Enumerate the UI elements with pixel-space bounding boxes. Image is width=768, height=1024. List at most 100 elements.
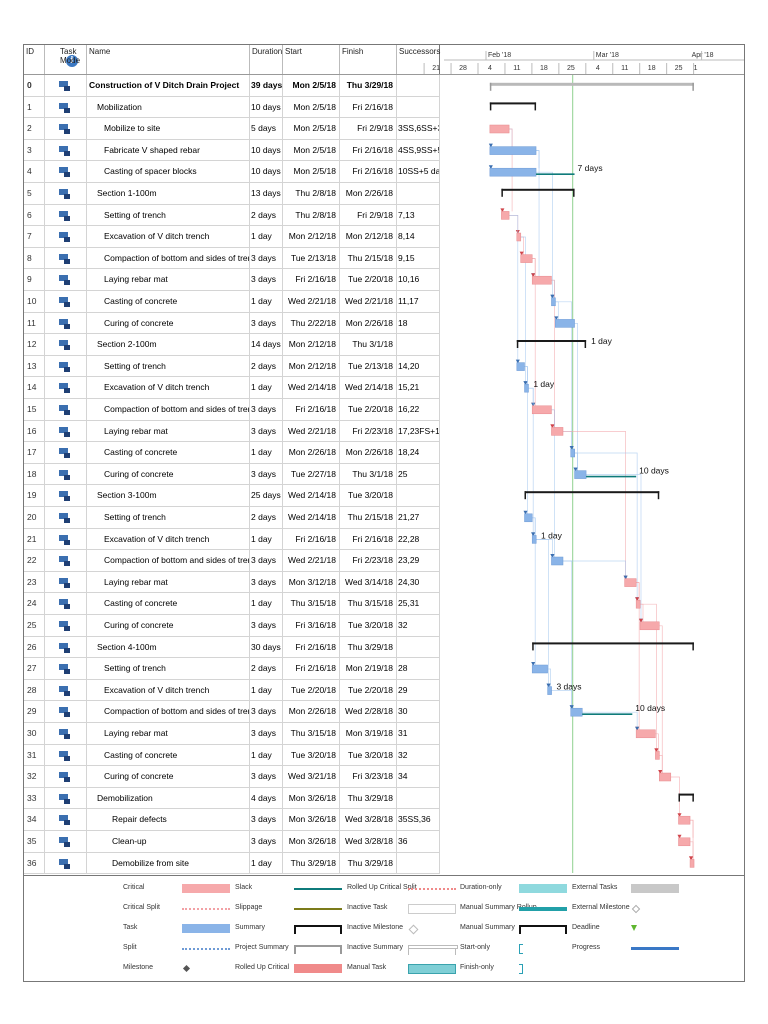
task-finish[interactable]: Fri 2/23/18: [340, 420, 397, 442]
task-row[interactable]: 20 Setting of trench 2 days Wed 2/14/18 Thu …: [24, 507, 440, 529]
task-duration[interactable]: 2 days: [250, 355, 283, 377]
task-finish[interactable]: Tue 3/20/18: [340, 744, 397, 766]
task-duration[interactable]: 3 days: [250, 399, 283, 420]
task-successors[interactable]: 14,20: [397, 355, 440, 377]
task-row[interactable]: 33 Demobilization 4 days Mon 3/26/18 Thu 3/2…: [24, 787, 440, 810]
task-duration[interactable]: 39 days: [250, 75, 283, 96]
task-name[interactable]: Setting of trench: [87, 658, 250, 679]
task-successors[interactable]: 25,31: [397, 593, 440, 614]
task-start[interactable]: Tue 2/27/18: [283, 463, 340, 485]
task-finish[interactable]: Thu 3/1/18: [340, 463, 397, 485]
task-finish[interactable]: Thu 3/29/18: [340, 787, 397, 809]
column-header-name[interactable]: Name: [87, 45, 250, 74]
task-duration[interactable]: 3 days: [250, 831, 283, 852]
task-successors[interactable]: 24,30: [397, 571, 440, 593]
task-duration[interactable]: 1 day: [250, 291, 283, 312]
task-start[interactable]: Thu 3/15/18: [283, 723, 340, 744]
task-name[interactable]: Excavation of V ditch trench: [87, 377, 250, 398]
task-successors[interactable]: 4SS,9SS+5 day: [397, 139, 440, 161]
task-start[interactable]: Fri 2/16/18: [283, 658, 340, 679]
task-name[interactable]: Compaction of bottom and sides of trench: [87, 399, 250, 420]
task-duration[interactable]: 3 days: [250, 571, 283, 593]
task-row[interactable]: 26 Section 4-100m 30 days Fri 2/16/18 Thu 3/…: [24, 636, 440, 659]
task-start[interactable]: Wed 2/14/18: [283, 507, 340, 528]
task-finish[interactable]: Fri 2/16/18: [340, 528, 397, 550]
task-name[interactable]: Setting of trench: [87, 355, 250, 377]
task-successors[interactable]: 25: [397, 463, 440, 485]
task-successors[interactable]: 3SS,6SS+3 day: [397, 118, 440, 139]
task-name[interactable]: Excavation of V ditch trench: [87, 679, 250, 701]
task-successors[interactable]: 21,27: [397, 507, 440, 528]
task-duration[interactable]: 1 day: [250, 528, 283, 550]
task-start[interactable]: Wed 2/21/18: [283, 550, 340, 571]
task-finish[interactable]: Mon 2/19/18: [340, 658, 397, 679]
task-finish[interactable]: Tue 2/13/18: [340, 355, 397, 377]
task-duration[interactable]: 3 days: [250, 766, 283, 787]
task-start[interactable]: Mon 2/26/18: [283, 442, 340, 463]
task-start[interactable]: Thu 3/29/18: [283, 852, 340, 874]
task-name[interactable]: Casting of spacer blocks: [87, 161, 250, 182]
task-finish[interactable]: Tue 2/20/18: [340, 269, 397, 290]
task-duration[interactable]: 10 days: [250, 139, 283, 161]
task-row[interactable]: 12 Section 2-100m 14 days Mon 2/12/18 Thu 3/…: [24, 334, 440, 356]
task-finish[interactable]: Thu 2/15/18: [340, 507, 397, 528]
task-finish[interactable]: Mon 2/26/18: [340, 312, 397, 334]
task-successors[interactable]: [397, 96, 440, 118]
task-duration[interactable]: 1 day: [250, 744, 283, 766]
task-start[interactable]: Fri 2/16/18: [283, 269, 340, 290]
task-name[interactable]: Excavation of V ditch trench: [87, 528, 250, 550]
task-row[interactable]: 29 Compaction of bottom and sides of tren…: [24, 701, 440, 723]
task-row[interactable]: 14 Excavation of V ditch trench 1 day Wed 2…: [24, 377, 440, 399]
task-start[interactable]: Mon 2/5/18: [283, 118, 340, 139]
task-successors[interactable]: 32: [397, 744, 440, 766]
task-start[interactable]: Thu 2/22/18: [283, 312, 340, 334]
task-duration[interactable]: 3 days: [250, 701, 283, 722]
task-name[interactable]: Section 1-100m: [87, 183, 250, 204]
task-finish[interactable]: Fri 2/23/18: [340, 550, 397, 571]
task-successors[interactable]: [397, 485, 440, 506]
task-successors[interactable]: [397, 852, 440, 874]
task-duration[interactable]: 3 days: [250, 723, 283, 744]
task-duration[interactable]: 13 days: [250, 183, 283, 204]
task-name[interactable]: Excavation of V ditch trench: [87, 226, 250, 247]
task-successors[interactable]: 15,21: [397, 377, 440, 398]
task-start[interactable]: Mon 2/5/18: [283, 75, 340, 96]
task-name[interactable]: Mobilization: [87, 96, 250, 118]
task-successors[interactable]: 18: [397, 312, 440, 334]
task-row[interactable]: 30 Laying rebar mat 3 days Thu 3/15/18 Mon 3…: [24, 723, 440, 745]
task-start[interactable]: Wed 2/14/18: [283, 485, 340, 506]
task-duration[interactable]: 14 days: [250, 334, 283, 355]
task-name[interactable]: Section 2-100m: [87, 334, 250, 355]
task-start[interactable]: Wed 2/21/18: [283, 420, 340, 442]
task-row[interactable]: 5 Section 1-100m 13 days Thu 2/8/18 Mon 2/26…: [24, 183, 440, 205]
task-finish[interactable]: Wed 2/28/18: [340, 701, 397, 722]
task-start[interactable]: Mon 3/12/18: [283, 571, 340, 593]
task-name[interactable]: Curing of concrete: [87, 463, 250, 485]
task-duration[interactable]: 1 day: [250, 226, 283, 247]
task-row[interactable]: 16 Laying rebar mat 3 days Wed 2/21/18 Fri 2…: [24, 420, 440, 443]
task-name[interactable]: Casting of concrete: [87, 744, 250, 766]
task-finish[interactable]: Fri 2/16/18: [340, 96, 397, 118]
task-row[interactable]: 9 Laying rebar mat 3 days Fri 2/16/18 Tue 2/…: [24, 269, 440, 291]
task-successors[interactable]: 8,14: [397, 226, 440, 247]
task-successors[interactable]: 7,13: [397, 204, 440, 226]
task-row[interactable]: 10 Casting of concrete 1 day Wed 2/21/18 Wed…: [24, 291, 440, 313]
task-successors[interactable]: 16,22: [397, 399, 440, 420]
column-header-id[interactable]: ID: [24, 45, 45, 74]
task-name[interactable]: Compaction of bottom and sides of trench: [87, 550, 250, 571]
task-finish[interactable]: Wed 2/21/18: [340, 291, 397, 312]
task-name[interactable]: Section 4-100m: [87, 636, 250, 658]
task-duration[interactable]: 10 days: [250, 161, 283, 182]
task-start[interactable]: Mon 3/26/18: [283, 787, 340, 809]
task-start[interactable]: Mon 2/12/18: [283, 355, 340, 377]
task-row[interactable]: 31 Casting of concrete 1 day Tue 3/20/18 Tue…: [24, 744, 440, 767]
task-successors[interactable]: 32: [397, 615, 440, 636]
task-finish[interactable]: Wed 3/14/18: [340, 571, 397, 593]
task-finish[interactable]: Fri 2/16/18: [340, 161, 397, 182]
task-name[interactable]: Casting of concrete: [87, 593, 250, 614]
task-finish[interactable]: Mon 3/19/18: [340, 723, 397, 744]
task-finish[interactable]: Tue 3/20/18: [340, 485, 397, 506]
task-row[interactable]: 0 Construction of V Ditch Drain Project 39…: [24, 75, 440, 97]
task-row[interactable]: 23 Laying rebar mat 3 days Mon 3/12/18 Wed 3…: [24, 571, 440, 594]
task-finish[interactable]: Wed 3/28/18: [340, 831, 397, 852]
